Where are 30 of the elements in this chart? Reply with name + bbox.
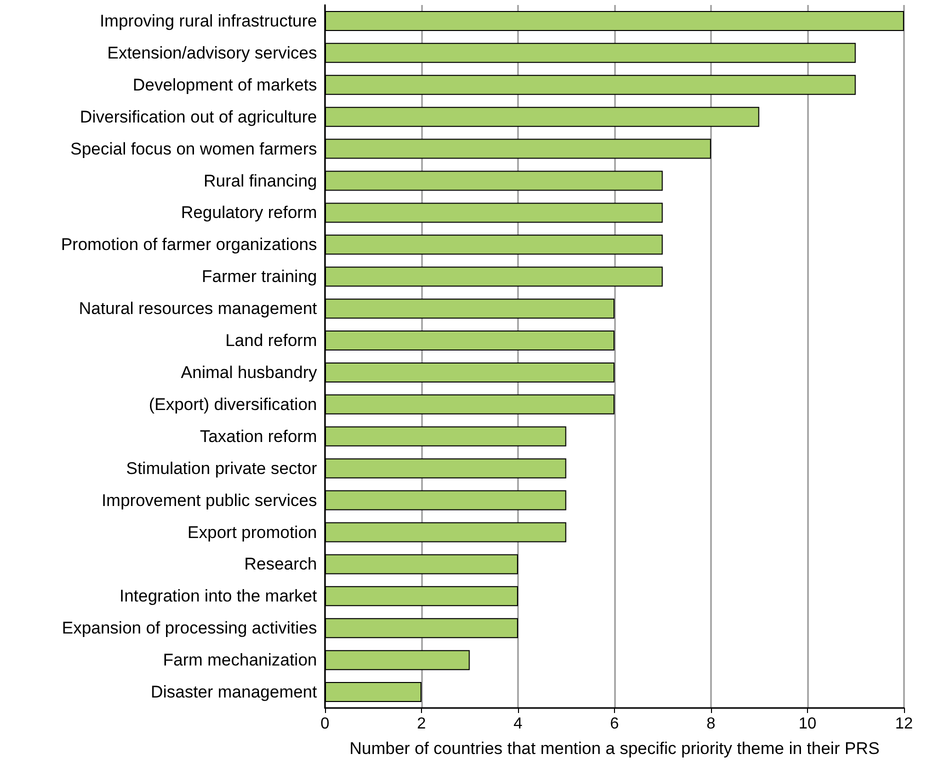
y-tick-label: Research xyxy=(244,554,317,574)
y-tick-label: Expansion of processing activities xyxy=(62,618,317,638)
y-tick-label: Improving rural infrastructure xyxy=(100,11,317,30)
y-tick-label: Animal husbandry xyxy=(180,362,318,382)
y-tick-label: Taxation reform xyxy=(200,426,317,446)
x-tick-label: 2 xyxy=(417,716,426,732)
y-tick-label: Disaster management xyxy=(150,682,318,702)
y-tick-label: Regulatory reform xyxy=(180,203,317,222)
y-tick-label: Rural financing xyxy=(204,171,317,190)
x-tick-label: 10 xyxy=(798,716,816,732)
y-tick-label: Export promotion xyxy=(188,522,317,542)
y-tick-label: Land reform xyxy=(225,331,317,350)
y-tick-label: Extension/advisory services xyxy=(107,43,317,62)
y-tick-label: Diversification out of agriculture xyxy=(80,107,317,126)
y-tick-label: Integration into the market xyxy=(119,586,318,606)
x-axis-title: Number of countries that mention a specific priority theme in their PRS xyxy=(349,739,880,758)
x-tick-label: 12 xyxy=(895,716,913,732)
y-tick-label: Promotion of farmer organizations xyxy=(60,235,317,254)
y-tick-label: Special focus on women farmers xyxy=(70,139,317,158)
y-tick-label: Farm mechanization xyxy=(162,650,317,670)
y-tick-label: (Export) diversification xyxy=(148,394,317,414)
y-tick-label: Development of markets xyxy=(132,75,317,94)
y-tick-label: Stimulation private sector xyxy=(126,458,318,478)
y-tick-label: Improvement public services xyxy=(102,490,317,510)
x-tick-label: 0 xyxy=(320,716,330,732)
x-tick-label: 4 xyxy=(514,716,523,732)
y-tick-label: Farmer training xyxy=(202,267,317,286)
y-tick-label: Natural resources management xyxy=(78,299,318,318)
x-tick-label: 8 xyxy=(706,716,716,732)
x-tick-label: 6 xyxy=(610,716,620,732)
